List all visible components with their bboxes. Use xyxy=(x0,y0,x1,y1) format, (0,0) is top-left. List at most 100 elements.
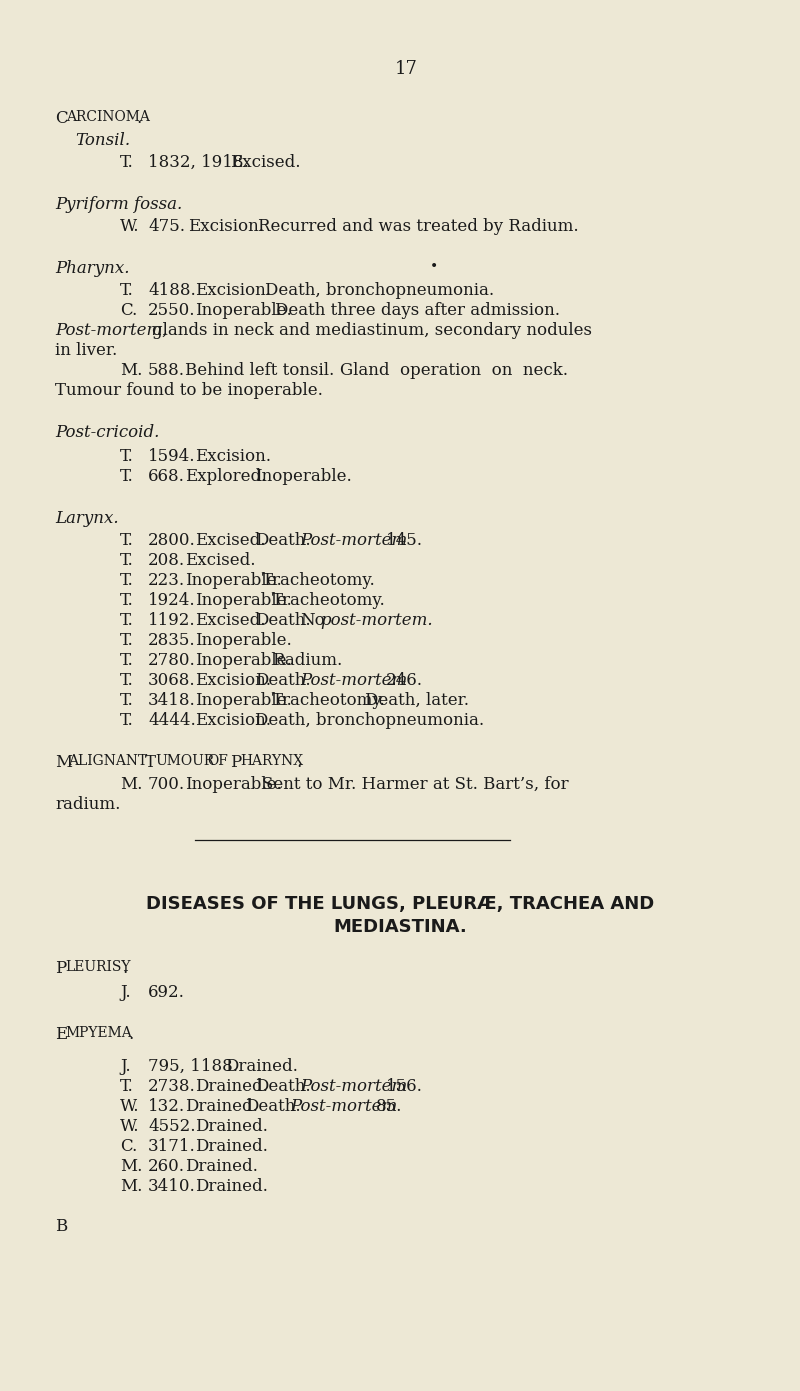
Text: 2835.: 2835. xyxy=(148,632,196,650)
Text: OF: OF xyxy=(207,754,228,768)
Text: .: . xyxy=(136,110,142,127)
Text: Post-mortem: Post-mortem xyxy=(300,531,407,549)
Text: 475.: 475. xyxy=(148,218,185,235)
Text: Post-mortem,: Post-mortem, xyxy=(55,321,167,339)
Text: P: P xyxy=(230,754,242,771)
Text: Post-mortem: Post-mortem xyxy=(290,1097,398,1116)
Text: W.: W. xyxy=(120,218,139,235)
Text: 3418.: 3418. xyxy=(148,691,196,709)
Text: C.: C. xyxy=(120,1138,138,1155)
Text: 260.: 260. xyxy=(148,1157,185,1175)
Text: Post-mortem: Post-mortem xyxy=(300,672,407,689)
Text: Inoperable.: Inoperable. xyxy=(195,593,292,609)
Text: T.: T. xyxy=(120,154,134,171)
Text: 132.: 132. xyxy=(148,1097,185,1116)
Text: post-mortem.: post-mortem. xyxy=(320,612,433,629)
Text: T.: T. xyxy=(120,1078,134,1095)
Text: 156.: 156. xyxy=(386,1078,423,1095)
Text: Drained.: Drained. xyxy=(195,1118,268,1135)
Text: Behind left tonsil.: Behind left tonsil. xyxy=(185,362,334,378)
Text: Death.: Death. xyxy=(255,531,310,549)
Text: 17: 17 xyxy=(395,60,418,78)
Text: Excision.: Excision. xyxy=(195,712,271,729)
Text: Pyriform fossa.: Pyriform fossa. xyxy=(55,196,182,213)
Text: .: . xyxy=(128,1027,134,1043)
Text: ALIGNANT: ALIGNANT xyxy=(68,754,147,768)
Text: Inoperable.: Inoperable. xyxy=(185,572,282,588)
Text: M.: M. xyxy=(120,362,142,378)
Text: W.: W. xyxy=(120,1097,139,1116)
Text: Drained.: Drained. xyxy=(195,1078,268,1095)
Text: Post-cricoid.: Post-cricoid. xyxy=(55,424,159,441)
Text: Larynx.: Larynx. xyxy=(55,510,118,527)
Text: Death three days after admission.: Death three days after admission. xyxy=(275,302,560,319)
Text: J.: J. xyxy=(120,983,130,1002)
Text: 246.: 246. xyxy=(386,672,423,689)
Text: T.: T. xyxy=(120,652,134,669)
Text: Inoperable.: Inoperable. xyxy=(195,652,292,669)
Text: DISEASES OF THE LUNGS, PLEURÆ, TRACHEA AND: DISEASES OF THE LUNGS, PLEURÆ, TRACHEA A… xyxy=(146,894,654,912)
Text: 4444.: 4444. xyxy=(148,712,196,729)
Text: T.: T. xyxy=(120,612,134,629)
Text: Tonsil.: Tonsil. xyxy=(75,132,130,149)
Text: 145.: 145. xyxy=(386,531,423,549)
Text: J.: J. xyxy=(120,1059,130,1075)
Text: 3410.: 3410. xyxy=(148,1178,196,1195)
Text: Post-mortem: Post-mortem xyxy=(300,1078,407,1095)
Text: •: • xyxy=(430,260,438,274)
Text: Tracheotomy.: Tracheotomy. xyxy=(272,691,386,709)
Text: 2550.: 2550. xyxy=(148,302,195,319)
Text: 85.: 85. xyxy=(376,1097,402,1116)
Text: Gland  operation  on  neck.: Gland operation on neck. xyxy=(340,362,568,378)
Text: Death, bronchopneumonia.: Death, bronchopneumonia. xyxy=(255,712,484,729)
Text: T.: T. xyxy=(120,691,134,709)
Text: T.: T. xyxy=(120,552,134,569)
Text: T.: T. xyxy=(120,531,134,549)
Text: No: No xyxy=(300,612,325,629)
Text: C: C xyxy=(55,110,68,127)
Text: Radium.: Radium. xyxy=(272,652,342,669)
Text: Excised.: Excised. xyxy=(230,154,301,171)
Text: Inoperable.: Inoperable. xyxy=(185,776,282,793)
Text: T.: T. xyxy=(120,672,134,689)
Text: Death.: Death. xyxy=(255,672,310,689)
Text: ARCINOMA: ARCINOMA xyxy=(66,110,150,124)
Text: Death.: Death. xyxy=(245,1097,301,1116)
Text: M.: M. xyxy=(120,1178,142,1195)
Text: Inoperable.: Inoperable. xyxy=(195,691,292,709)
Text: Sent to Mr. Harmer at St. Bart’s, for: Sent to Mr. Harmer at St. Bart’s, for xyxy=(262,776,569,793)
Text: MEDIASTINA.: MEDIASTINA. xyxy=(333,918,467,936)
Text: 2780.: 2780. xyxy=(148,652,196,669)
Text: Excised.: Excised. xyxy=(195,531,266,549)
Text: Pharynx.: Pharynx. xyxy=(55,260,130,277)
Text: 1192.: 1192. xyxy=(148,612,196,629)
Text: T: T xyxy=(145,754,156,771)
Text: 700.: 700. xyxy=(148,776,185,793)
Text: 1832, 1918.: 1832, 1918. xyxy=(148,154,249,171)
Text: .: . xyxy=(122,960,127,976)
Text: M: M xyxy=(55,754,72,771)
Text: radium.: radium. xyxy=(55,796,120,812)
Text: P: P xyxy=(55,960,66,976)
Text: T.: T. xyxy=(120,448,134,465)
Text: Excision.: Excision. xyxy=(195,282,271,299)
Text: 3171.: 3171. xyxy=(148,1138,196,1155)
Text: T.: T. xyxy=(120,467,134,485)
Text: 4188.: 4188. xyxy=(148,282,196,299)
Text: Death.: Death. xyxy=(255,612,310,629)
Text: 795, 1188.: 795, 1188. xyxy=(148,1059,238,1075)
Text: B: B xyxy=(55,1219,67,1235)
Text: Drained.: Drained. xyxy=(195,1178,268,1195)
Text: Excision.: Excision. xyxy=(188,218,264,235)
Text: UMOUR: UMOUR xyxy=(155,754,214,768)
Text: T.: T. xyxy=(120,593,134,609)
Text: Drained.: Drained. xyxy=(185,1097,258,1116)
Text: T.: T. xyxy=(120,632,134,650)
Text: 1594.: 1594. xyxy=(148,448,195,465)
Text: Death, later.: Death, later. xyxy=(365,691,469,709)
Text: Inoperable.: Inoperable. xyxy=(195,302,292,319)
Text: C.: C. xyxy=(120,302,138,319)
Text: glands in neck and mediastinum, secondary nodules: glands in neck and mediastinum, secondar… xyxy=(152,321,592,339)
Text: Drained.: Drained. xyxy=(185,1157,258,1175)
Text: 1924.: 1924. xyxy=(148,593,196,609)
